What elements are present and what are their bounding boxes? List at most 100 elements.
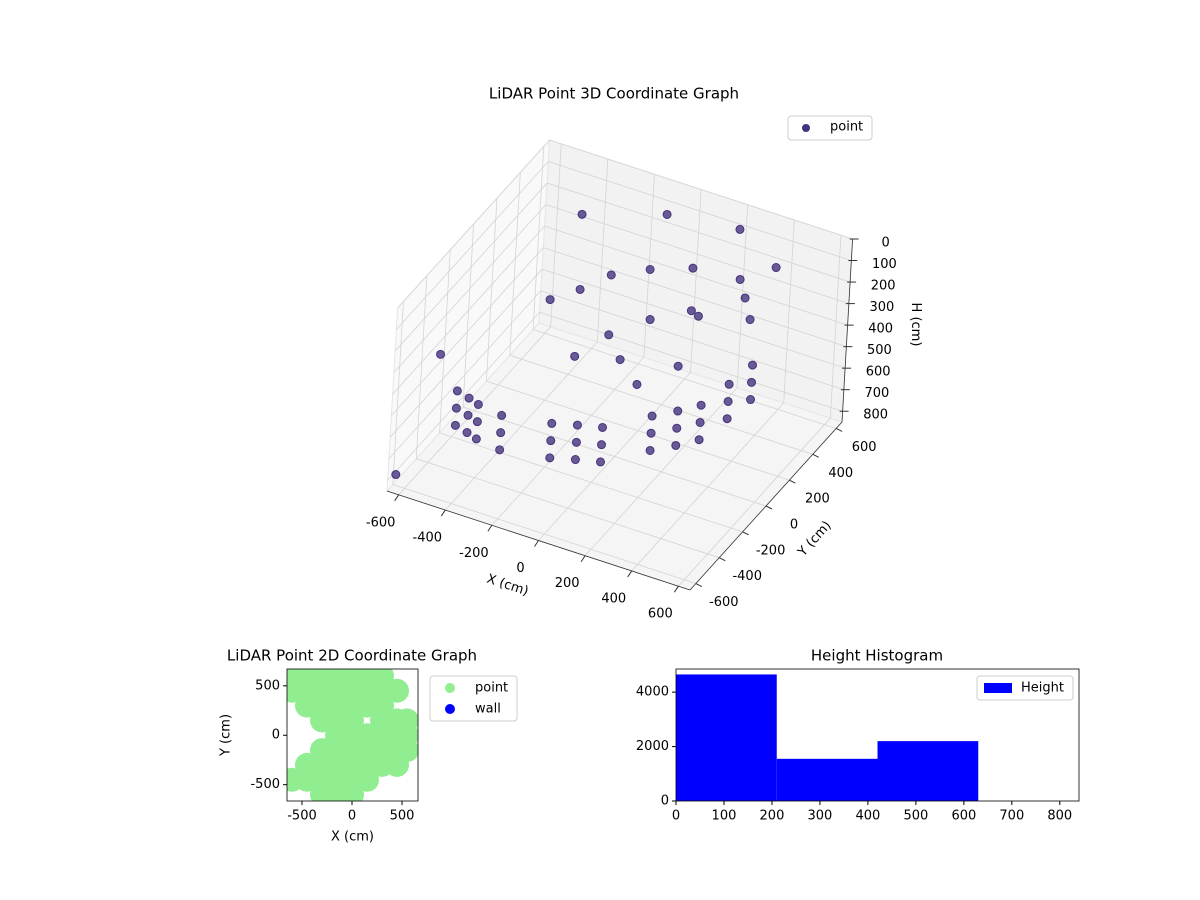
y-tick-label: 500 — [255, 678, 280, 693]
x-tick — [394, 494, 400, 502]
legend-marker — [984, 683, 1012, 693]
y-tick — [789, 479, 796, 484]
point — [615, 355, 625, 365]
y-tick-label: -500 — [250, 777, 280, 792]
grid-line — [783, 219, 795, 403]
legend-box — [976, 675, 1074, 701]
point — [570, 455, 580, 465]
grid-line — [397, 139, 550, 309]
point — [496, 428, 506, 438]
point — [464, 393, 474, 403]
point — [471, 434, 481, 444]
point — [545, 453, 555, 463]
grid-line — [415, 275, 428, 459]
x-tick-label: 400 — [855, 809, 880, 824]
x-tick-label: -400 — [413, 531, 443, 546]
grid-line — [533, 329, 837, 429]
y-tick-label: 0 — [272, 728, 280, 743]
grid-line — [548, 161, 852, 261]
x-tick-label: -600 — [366, 515, 396, 530]
y-tick-label: -600 — [709, 595, 739, 610]
point — [645, 445, 655, 455]
point — [740, 293, 750, 303]
legend-marker — [802, 124, 810, 132]
point — [673, 406, 683, 416]
z-tick-label: 700 — [864, 386, 889, 401]
legend-label: wall — [475, 702, 501, 717]
grid-line — [596, 159, 609, 343]
point — [497, 410, 507, 420]
point — [340, 782, 364, 801]
grid-line — [690, 189, 702, 373]
x-tick-label: 500 — [903, 809, 928, 824]
axis-line — [841, 238, 853, 423]
point — [472, 417, 482, 427]
point — [450, 420, 460, 430]
point — [577, 209, 587, 219]
grid-line — [829, 235, 842, 419]
bar — [776, 758, 878, 801]
grid-line — [439, 249, 451, 433]
x-tick-label: 200 — [555, 576, 580, 591]
point — [746, 395, 756, 405]
x-tick — [487, 524, 493, 532]
point — [695, 417, 705, 427]
point — [391, 470, 401, 480]
x-tick-label: 0 — [348, 809, 356, 824]
grid-line — [393, 204, 547, 373]
y-axis-label: Y (cm) — [219, 714, 234, 757]
point — [385, 752, 409, 777]
point — [694, 435, 704, 445]
point — [722, 414, 732, 424]
point — [473, 399, 483, 409]
grid-line — [462, 406, 767, 507]
y-tick-label: 2000 — [636, 739, 669, 754]
grid-line — [396, 161, 549, 330]
grid-line — [543, 247, 847, 348]
point — [545, 295, 555, 305]
bar — [877, 741, 979, 801]
point — [735, 224, 745, 234]
point — [723, 396, 733, 406]
point — [673, 361, 683, 371]
point — [645, 315, 655, 325]
z-tick-label: 0 — [881, 236, 889, 251]
grid-line — [509, 172, 521, 356]
grid-line — [486, 380, 790, 481]
point — [672, 423, 682, 433]
point — [647, 411, 657, 421]
legend-label: point — [830, 120, 863, 135]
y-tick-label: 0 — [661, 794, 669, 809]
x-tick-label: -500 — [287, 809, 317, 824]
x-tick-label: 500 — [390, 809, 415, 824]
grid-line — [539, 311, 843, 412]
legend-label: Height — [1021, 681, 1064, 696]
grid-line — [549, 139, 853, 240]
y-tick — [812, 453, 819, 458]
point — [693, 311, 703, 321]
grid-line — [392, 301, 404, 485]
point — [686, 306, 696, 316]
x-tick-label: 0 — [516, 561, 524, 576]
legend-marker — [445, 683, 455, 693]
z-tick-label: 600 — [866, 365, 891, 380]
chart-title: Height Histogram — [811, 647, 943, 665]
point — [385, 678, 409, 703]
grid-line — [545, 204, 849, 304]
chart-2d: point wall -500 0 500 -500 0 500 X (cm) Y (cm) — [219, 668, 518, 845]
y-tick — [719, 557, 726, 562]
point — [575, 284, 585, 294]
point — [735, 274, 745, 284]
grid-line — [416, 458, 720, 559]
grid-line — [389, 268, 543, 438]
x-tick-label: 700 — [999, 809, 1024, 824]
z-axis-label: H (cm) — [908, 303, 923, 347]
point — [662, 209, 672, 219]
point — [596, 457, 606, 467]
grid-line — [392, 225, 545, 395]
axis-line — [689, 421, 843, 591]
grid-line — [462, 223, 474, 408]
point — [547, 418, 557, 428]
point — [462, 428, 472, 438]
